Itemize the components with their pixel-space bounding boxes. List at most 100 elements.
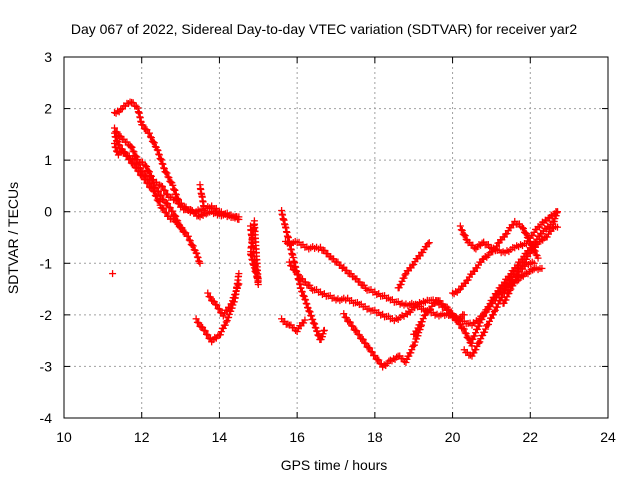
data-point-arc-e — [235, 270, 243, 278]
data-point-arc-b — [116, 141, 124, 149]
data-point-arc-c — [179, 202, 187, 210]
data-point-arc-s — [522, 230, 530, 238]
data-point-arc-a — [114, 107, 122, 115]
data-point-arc-q — [489, 311, 497, 319]
data-point-arc-d — [151, 192, 159, 200]
data-point-arc-a — [154, 147, 162, 155]
data-point-arc-f — [231, 290, 239, 298]
data-point-arc-f — [234, 281, 242, 289]
data-point-arc-c — [142, 162, 150, 170]
data-point-arc-d — [150, 188, 158, 196]
data-point-arc-b — [188, 241, 196, 249]
data-point-arc-r — [472, 329, 480, 337]
data-point-arc-s — [449, 289, 457, 297]
data-point-arc-k — [360, 281, 368, 289]
data-point-arc-f — [228, 300, 236, 308]
data-point-arc-a — [132, 102, 140, 110]
y-axis-label: SDTVAR / TECUs — [5, 182, 21, 294]
data-point-arc-a — [171, 186, 179, 194]
data-point-arc-d — [126, 156, 134, 164]
data-point-arc-c — [187, 205, 195, 213]
data-point-arc-l — [288, 262, 296, 270]
data-point-arc-a — [139, 121, 147, 129]
chart-title: Day 067 of 2022, Sidereal Day-to-day VTE… — [71, 21, 577, 37]
data-point-arc-d — [121, 148, 129, 156]
data-point-arc-m — [393, 353, 401, 361]
x-tick-label: 20 — [445, 429, 461, 445]
data-point-arc-r — [479, 312, 487, 320]
data-point-arc-p — [457, 226, 465, 234]
data-point-arc-a — [147, 134, 155, 142]
data-point-arc-c — [129, 147, 137, 155]
data-point-arc-m — [346, 318, 354, 326]
data-point-arc-s — [531, 247, 539, 255]
data-point-arc-a — [150, 139, 158, 147]
x-tick-label: 16 — [289, 429, 305, 445]
data-point-isolated — [109, 270, 117, 278]
data-point-arc-a — [157, 155, 165, 163]
data-point-arc-b — [169, 207, 177, 215]
data-point-arc-c — [161, 186, 169, 194]
data-point-arc-p — [458, 226, 466, 234]
data-point-arc-q — [472, 346, 480, 354]
data-point-arc-m — [359, 335, 367, 343]
data-point-arc-m — [340, 310, 348, 318]
data-point-arc-f — [206, 293, 214, 301]
data-point-arc-s — [521, 229, 529, 237]
data-point-arc-m — [353, 327, 361, 335]
data-point-arc-f — [232, 287, 240, 295]
data-point-arc-s — [519, 225, 527, 233]
data-point-arc-p — [460, 231, 468, 239]
data-point-arc-s — [534, 254, 542, 262]
data-point-arc-o — [420, 312, 428, 320]
data-point-arc-q — [522, 269, 530, 277]
data-point-arc-t — [502, 296, 510, 304]
data-point-arc-a — [157, 156, 165, 164]
y-tick-label: -3 — [40, 358, 53, 374]
data-point-arc-d — [149, 187, 157, 195]
data-point-arc-f — [228, 297, 236, 305]
data-point-arc-e — [192, 315, 200, 323]
data-point-arc-t — [511, 279, 519, 287]
data-point-arc-f — [230, 294, 238, 302]
data-point-arc-l — [460, 325, 468, 333]
data-point-arc-s — [523, 233, 531, 241]
data-point-arc-a — [145, 129, 153, 137]
data-point-arc-n — [425, 239, 433, 247]
data-point-arc-a — [170, 186, 178, 194]
data-point-arc-f — [204, 289, 212, 297]
data-point-arc-a — [160, 164, 168, 172]
data-point-arc-a — [162, 168, 170, 176]
data-point-arc-o — [449, 310, 457, 318]
x-axis-label: GPS time / hours — [281, 457, 388, 473]
data-point-arc-a — [155, 151, 163, 159]
data-point-arc-a — [163, 169, 171, 177]
data-point-arc-l — [285, 258, 293, 266]
data-point-arc-m — [375, 356, 383, 364]
data-point-arc-f — [213, 301, 221, 309]
data-point-arc-a — [165, 174, 173, 182]
data-point-arc-s — [530, 246, 538, 254]
data-point-arc-n — [401, 271, 409, 279]
data-point-arc-a — [117, 106, 125, 114]
data-point-arc-r — [553, 223, 561, 231]
x-tick-label: 24 — [600, 429, 616, 445]
data-point-arc-s — [526, 237, 534, 245]
data-point-arc-l — [294, 271, 302, 279]
data-point-arc-p — [553, 208, 561, 216]
data-point-arc-n — [397, 280, 405, 288]
data-point-arc-r — [478, 315, 486, 323]
data-point-arc-s — [519, 224, 527, 232]
data-point-arc-m — [414, 332, 422, 340]
data-point-arc-l — [461, 329, 469, 337]
data-point-arc-r — [537, 235, 545, 243]
data-point-arc-c — [128, 143, 136, 151]
data-point-arc-a — [146, 133, 154, 141]
data-point-arc-q — [481, 328, 489, 336]
data-point-arc-d — [152, 192, 160, 200]
y-tick-label: 0 — [44, 204, 52, 220]
data-point-arc-a — [169, 181, 177, 189]
data-point-arc-e — [225, 313, 233, 321]
